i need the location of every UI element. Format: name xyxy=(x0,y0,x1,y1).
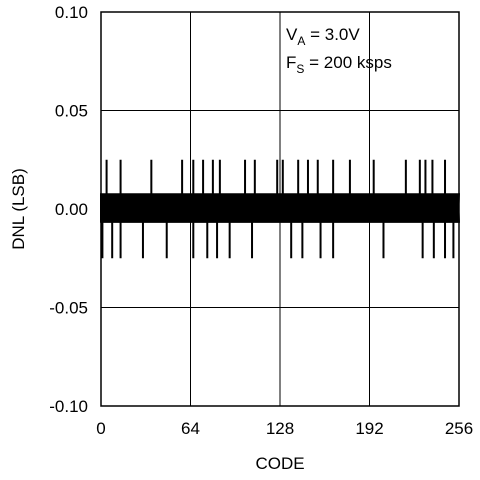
x-tick-label: 0 xyxy=(96,419,105,438)
plot-frame xyxy=(100,11,460,407)
x-tick-label: 128 xyxy=(266,419,294,438)
x-axis-title: CODE xyxy=(255,454,304,473)
x-tick-label: 256 xyxy=(445,419,473,438)
y-axis-title: DNL (LSB) xyxy=(9,168,28,250)
x-tick-labels: 0 64 128 192 256 xyxy=(96,419,473,438)
x-tick-label: 64 xyxy=(181,419,200,438)
y-tick-label: 0.00 xyxy=(55,200,88,219)
x-tick-label: 192 xyxy=(355,419,383,438)
y-tick-label: 0.10 xyxy=(55,3,88,22)
y-tick-label: 0.05 xyxy=(55,102,88,121)
y-tick-labels: 0.10 0.05 0.00 -0.05 -0.10 xyxy=(49,3,88,416)
annotation-fs: FS = 200 ksps xyxy=(286,53,392,76)
annotation-va: VA = 3.0V xyxy=(286,25,360,48)
y-tick-label: -0.05 xyxy=(49,299,88,318)
y-tick-label: -0.10 xyxy=(49,397,88,416)
